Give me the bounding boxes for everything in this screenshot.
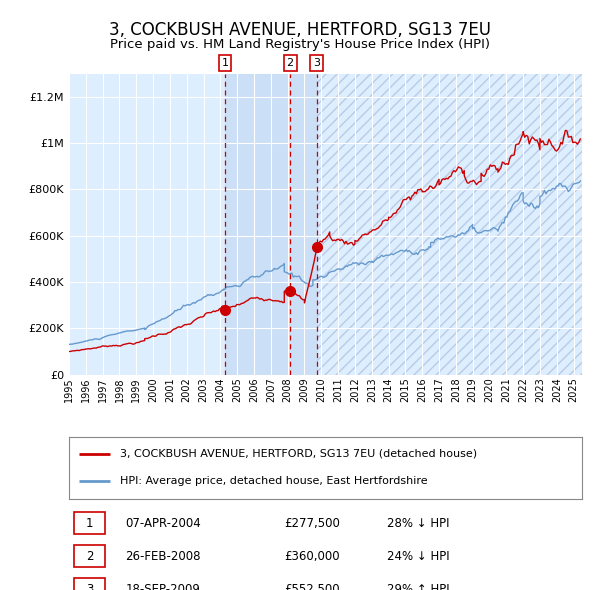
Text: 1996: 1996: [81, 378, 91, 402]
Text: 3, COCKBUSH AVENUE, HERTFORD, SG13 7EU: 3, COCKBUSH AVENUE, HERTFORD, SG13 7EU: [109, 21, 491, 39]
Bar: [225, 74, 317, 375]
FancyBboxPatch shape: [74, 578, 105, 590]
Text: £552,500: £552,500: [284, 582, 340, 590]
Text: 2003: 2003: [199, 378, 209, 402]
Text: 2024: 2024: [552, 378, 562, 402]
Text: 2006: 2006: [249, 378, 259, 402]
Text: 2010: 2010: [316, 378, 326, 402]
Text: 1999: 1999: [131, 378, 141, 402]
Text: 26-FEB-2008: 26-FEB-2008: [125, 549, 201, 563]
Text: 2023: 2023: [535, 378, 545, 402]
Text: 2018: 2018: [451, 378, 461, 402]
FancyBboxPatch shape: [74, 512, 105, 535]
Text: 2005: 2005: [232, 378, 242, 402]
Text: 2022: 2022: [518, 378, 528, 402]
Text: 1: 1: [86, 516, 93, 530]
FancyBboxPatch shape: [74, 545, 105, 568]
Text: 3: 3: [86, 582, 93, 590]
Text: 2007: 2007: [266, 378, 276, 402]
Text: 2012: 2012: [350, 378, 360, 402]
Text: 2021: 2021: [502, 378, 511, 402]
Text: 2013: 2013: [367, 378, 377, 402]
Text: 24% ↓ HPI: 24% ↓ HPI: [387, 549, 449, 563]
Text: 2014: 2014: [383, 378, 394, 402]
Text: 2011: 2011: [333, 378, 343, 402]
Text: 2002: 2002: [182, 378, 192, 402]
Text: 1998: 1998: [115, 378, 124, 402]
Text: 18-SEP-2009: 18-SEP-2009: [125, 582, 200, 590]
Text: 2000: 2000: [148, 378, 158, 402]
Text: 2019: 2019: [467, 378, 478, 402]
Text: 2015: 2015: [400, 378, 410, 402]
Text: £277,500: £277,500: [284, 516, 340, 530]
Text: 1: 1: [221, 58, 229, 68]
Text: 2025: 2025: [569, 378, 578, 402]
Text: 2: 2: [86, 549, 93, 563]
Text: Price paid vs. HM Land Registry's House Price Index (HPI): Price paid vs. HM Land Registry's House …: [110, 38, 490, 51]
Text: £360,000: £360,000: [284, 549, 340, 563]
Text: 2001: 2001: [165, 378, 175, 402]
Text: 2008: 2008: [283, 378, 293, 402]
Text: 07-APR-2004: 07-APR-2004: [125, 516, 201, 530]
Text: HPI: Average price, detached house, East Hertfordshire: HPI: Average price, detached house, East…: [121, 476, 428, 486]
Text: 3: 3: [313, 58, 320, 68]
Text: 3, COCKBUSH AVENUE, HERTFORD, SG13 7EU (detached house): 3, COCKBUSH AVENUE, HERTFORD, SG13 7EU (…: [121, 449, 478, 459]
Text: 2009: 2009: [299, 378, 310, 402]
Text: 2017: 2017: [434, 378, 444, 402]
Text: 2020: 2020: [484, 378, 494, 402]
Text: 28% ↓ HPI: 28% ↓ HPI: [387, 516, 449, 530]
Text: 29% ↑ HPI: 29% ↑ HPI: [387, 582, 449, 590]
Text: 1997: 1997: [98, 378, 107, 402]
Text: 2: 2: [287, 58, 294, 68]
Text: 2016: 2016: [417, 378, 427, 402]
Text: 1995: 1995: [64, 378, 74, 402]
Text: 2004: 2004: [215, 378, 226, 402]
